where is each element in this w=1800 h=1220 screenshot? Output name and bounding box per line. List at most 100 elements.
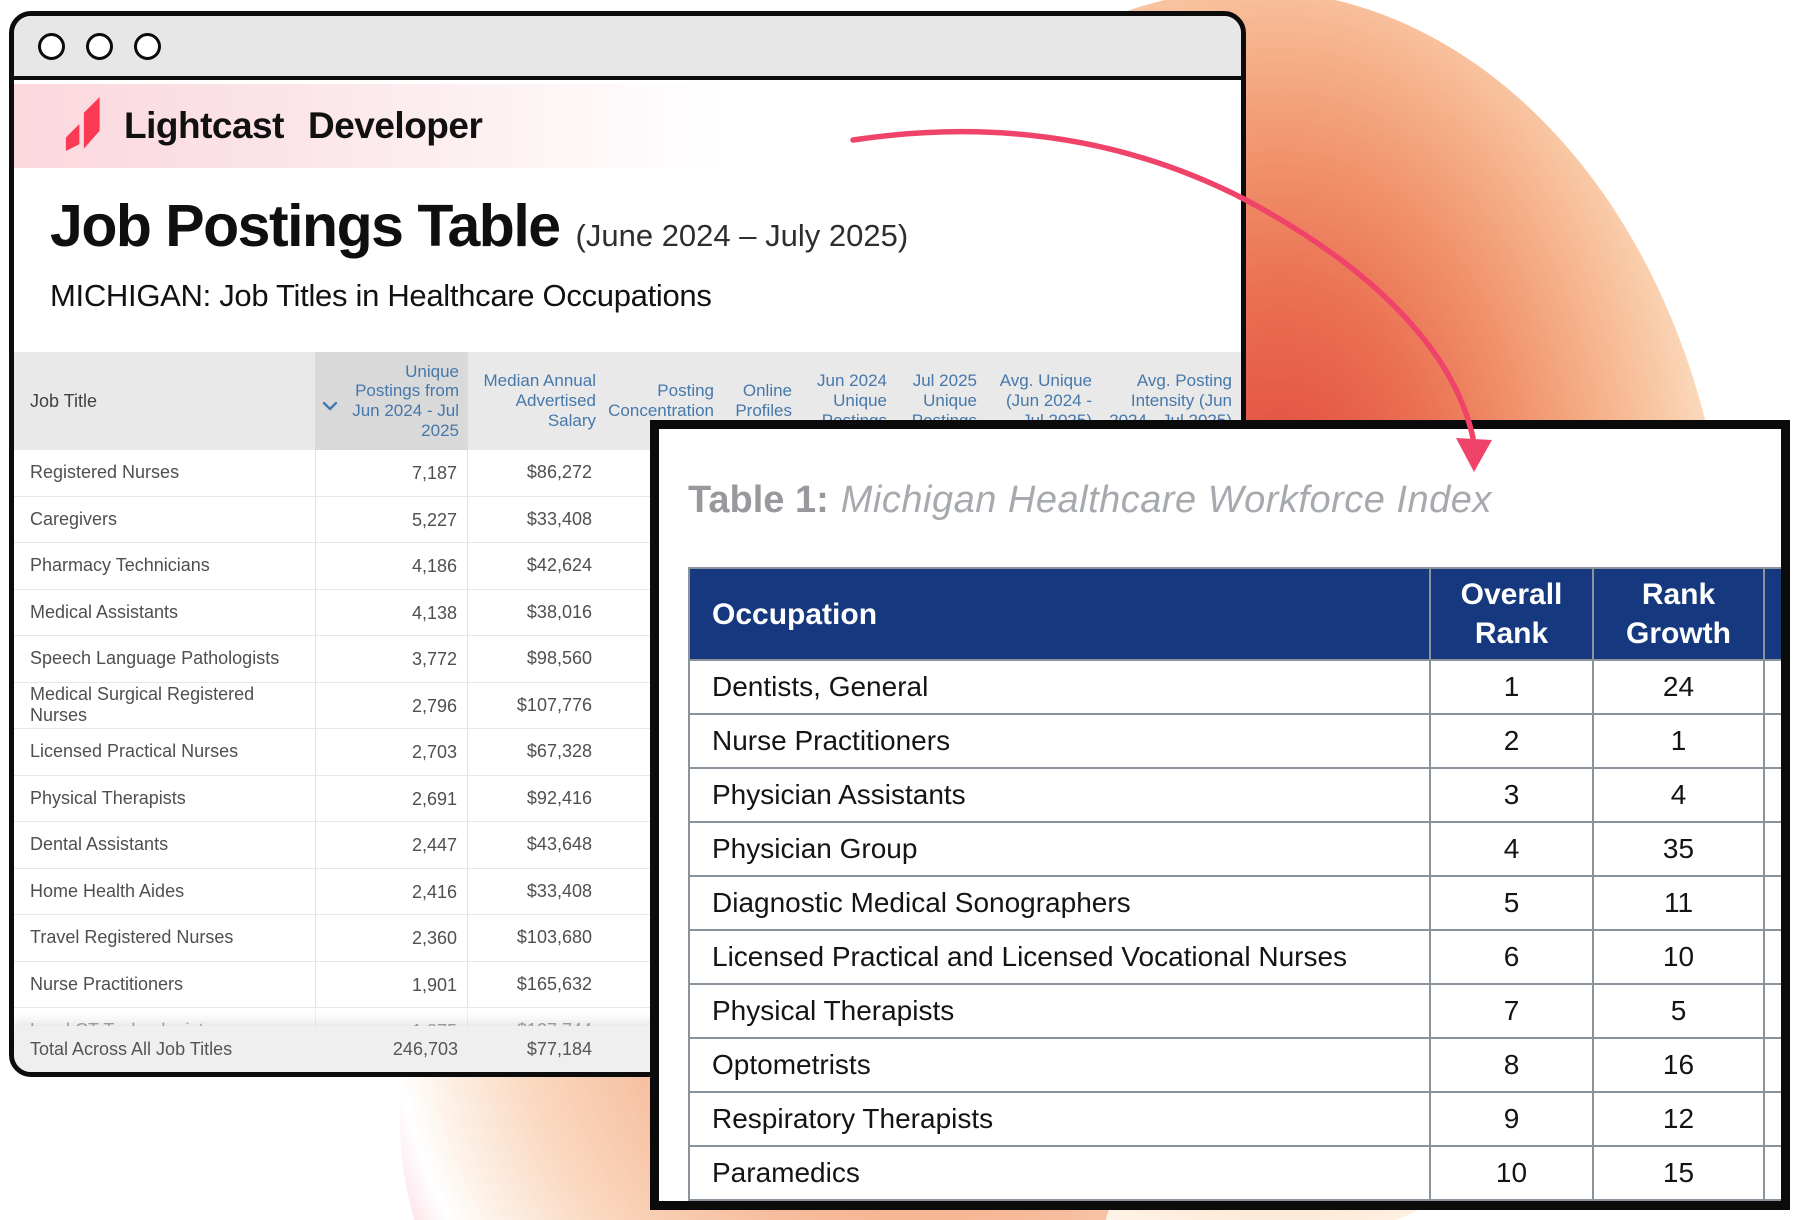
- table-row[interactable]: Medical Assistants 4,138 $38,016: [14, 589, 1241, 636]
- total-label: Total Across All Job Titles: [30, 1038, 233, 1059]
- salary-cell: $98,560: [526, 648, 592, 669]
- clipped-cell: [1763, 983, 1781, 1039]
- column-header-salary[interactable]: Median Annual Advertised Salary: [483, 371, 596, 430]
- rank-growth-cell: 10: [1592, 929, 1765, 985]
- table-row: Diagnostic Medical Sonographers 5 11: [688, 875, 1781, 931]
- unique-postings-cell: 1,901: [315, 961, 468, 1007]
- job-title-cell: Pharmacy Technicians: [30, 555, 210, 576]
- salary-cell: $42,624: [526, 555, 592, 576]
- table-row[interactable]: Travel Registered Nurses 2,360 $103,680: [14, 915, 1241, 962]
- workforce-index-table: Occupation Overall Rank Rank Growth Dent…: [688, 567, 1781, 1201]
- unique-postings-cell: 2,703: [315, 729, 468, 775]
- job-title-cell: Travel Registered Nurses: [30, 927, 234, 948]
- window-control-dot[interactable]: [134, 32, 161, 60]
- table-row: Physical Therapists 7 5: [688, 983, 1781, 1039]
- clipped-cell: [1763, 1037, 1781, 1093]
- table-row[interactable]: Licensed Practical Nurses 2,703 $67,328: [14, 729, 1241, 776]
- unique-postings-cell: 3,772: [315, 636, 468, 682]
- job-title-cell: Nurse Practitioners: [30, 973, 184, 994]
- occupation-cell: Diagnostic Medical Sonographers: [688, 875, 1431, 931]
- rank-growth-cell: 24: [1592, 659, 1765, 715]
- occupation-cell: Respiratory Therapists: [688, 1091, 1431, 1147]
- table-row[interactable]: Medical Surgical Registered Nurses 2,796 $…: [14, 682, 1241, 729]
- total-postings: 246,703: [392, 1038, 458, 1059]
- column-header-clipped: [1763, 567, 1781, 661]
- column-header-online-profiles[interactable]: Online Profiles: [735, 381, 792, 420]
- clipped-cell: [1763, 875, 1781, 931]
- table-row: Nurse Practitioners 2 1: [688, 713, 1781, 769]
- job-title-cell: Speech Language Pathologists: [30, 648, 280, 669]
- table-row: Physician Group 4 35: [688, 821, 1781, 877]
- occupation-cell: Physician Assistants: [688, 767, 1431, 823]
- salary-cell: $86,272: [526, 462, 592, 483]
- lightcast-logo-icon: [60, 96, 110, 156]
- overall-rank-cell: 6: [1429, 929, 1594, 985]
- brand-product: Developer: [307, 105, 483, 146]
- table-row: Paramedics 10 15: [688, 1145, 1781, 1201]
- column-header-posting-concentration[interactable]: Posting Concentration: [608, 381, 714, 420]
- column-header-rank-growth: Rank Growth: [1592, 567, 1765, 661]
- table-row[interactable]: Physical Therapists 2,691 $92,416: [14, 775, 1241, 822]
- job-title-cell: Medical Assistants: [30, 601, 179, 622]
- unique-postings-cell: 4,186: [315, 543, 468, 589]
- report-card: Table 1: Michigan Healthcare Workforce In…: [650, 420, 1790, 1210]
- table-row: Dentists, General 1 24: [688, 659, 1781, 715]
- overall-rank-cell: 5: [1429, 875, 1594, 931]
- table-row[interactable]: Nurse Practitioners 1,901 $165,632: [14, 961, 1241, 1008]
- table-row[interactable]: Speech Language Pathologists 3,772 $98,560: [14, 636, 1241, 683]
- clipped-cell: [1763, 659, 1781, 715]
- page-title-period: (June 2024 – July 2025): [575, 218, 909, 253]
- occupation-cell: Nurse Practitioners: [688, 713, 1431, 769]
- window-control-dot[interactable]: [86, 32, 113, 60]
- window-titlebar: [14, 16, 1241, 80]
- rank-growth-cell: 1: [1592, 713, 1765, 769]
- salary-cell: $103,680: [516, 927, 592, 948]
- overall-rank-cell: 1: [1429, 659, 1594, 715]
- total-salary: $77,184: [526, 1038, 592, 1059]
- overall-rank-cell: 4: [1429, 821, 1594, 877]
- overall-rank-cell: 2: [1429, 713, 1594, 769]
- unique-postings-cell: 2,416: [315, 868, 468, 914]
- unique-postings-cell: 5,227: [315, 496, 468, 542]
- table-row: Licensed Practical and Licensed Vocation…: [688, 929, 1781, 985]
- job-table-body: Registered Nurses 7,187 $86,272 Caregivers 5…: [14, 450, 1241, 1055]
- rank-growth-cell: 11: [1592, 875, 1765, 931]
- job-title-cell: Physical Therapists: [30, 787, 186, 808]
- table-row[interactable]: Home Health Aides 2,416 $33,408: [14, 868, 1241, 915]
- table-row[interactable]: Registered Nurses 7,187 $86,272: [14, 450, 1241, 497]
- occupation-cell: Optometrists: [688, 1037, 1431, 1093]
- occupation-cell: Physician Group: [688, 821, 1431, 877]
- unique-postings-cell: 7,187: [315, 450, 468, 496]
- job-title-cell: Medical Surgical Registered Nurses: [30, 684, 255, 726]
- occupation-cell: Dentists, General: [688, 659, 1431, 715]
- rank-growth-cell: 15: [1592, 1145, 1765, 1201]
- job-title-cell: Home Health Aides: [30, 880, 185, 901]
- column-header-unique-postings[interactable]: Unique Postings from Jun 2024 - Jul 2025: [315, 352, 468, 450]
- unique-postings-cell: 2,360: [315, 915, 468, 961]
- clipped-cell: [1763, 929, 1781, 985]
- occupation-cell: Licensed Practical and Licensed Vocation…: [688, 929, 1431, 985]
- clipped-cell: [1763, 713, 1781, 769]
- table-row[interactable]: Pharmacy Technicians 4,186 $42,624: [14, 543, 1241, 590]
- column-header-job-title[interactable]: Job Title: [30, 390, 98, 411]
- page-subtitle: MICHIGAN: Job Titles in Healthcare Occup…: [50, 278, 712, 313]
- overall-rank-cell: 8: [1429, 1037, 1594, 1093]
- salary-cell: $33,408: [526, 880, 592, 901]
- table-row[interactable]: Dental Assistants 2,447 $43,648: [14, 822, 1241, 869]
- job-title-cell: Caregivers: [30, 508, 118, 529]
- table-row[interactable]: Caregivers 5,227 $33,408: [14, 496, 1241, 543]
- unique-postings-cell: 2,447: [315, 822, 468, 868]
- salary-cell: $43,648: [526, 834, 592, 855]
- salary-cell: $107,776: [516, 694, 592, 715]
- rank-growth-cell: 12: [1592, 1091, 1765, 1147]
- window-control-dot[interactable]: [38, 32, 65, 60]
- job-title-cell: Dental Assistants: [30, 834, 169, 855]
- clipped-cell: [1763, 1145, 1781, 1201]
- salary-cell: $165,632: [516, 973, 592, 994]
- salary-cell: $38,016: [526, 601, 592, 622]
- rank-growth-cell: 16: [1592, 1037, 1765, 1093]
- brand-header: Lightcast Developer: [14, 84, 1241, 168]
- job-title-cell: Licensed Practical Nurses: [30, 741, 239, 762]
- clipped-cell: [1763, 767, 1781, 823]
- rank-growth-cell: 4: [1592, 767, 1765, 823]
